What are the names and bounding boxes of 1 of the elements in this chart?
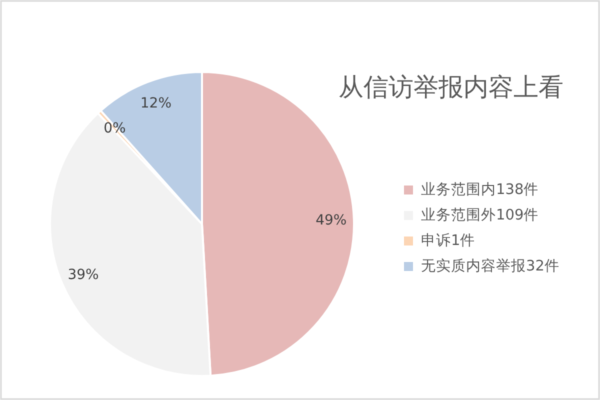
title: 从信访举报内容上看 xyxy=(338,72,564,102)
